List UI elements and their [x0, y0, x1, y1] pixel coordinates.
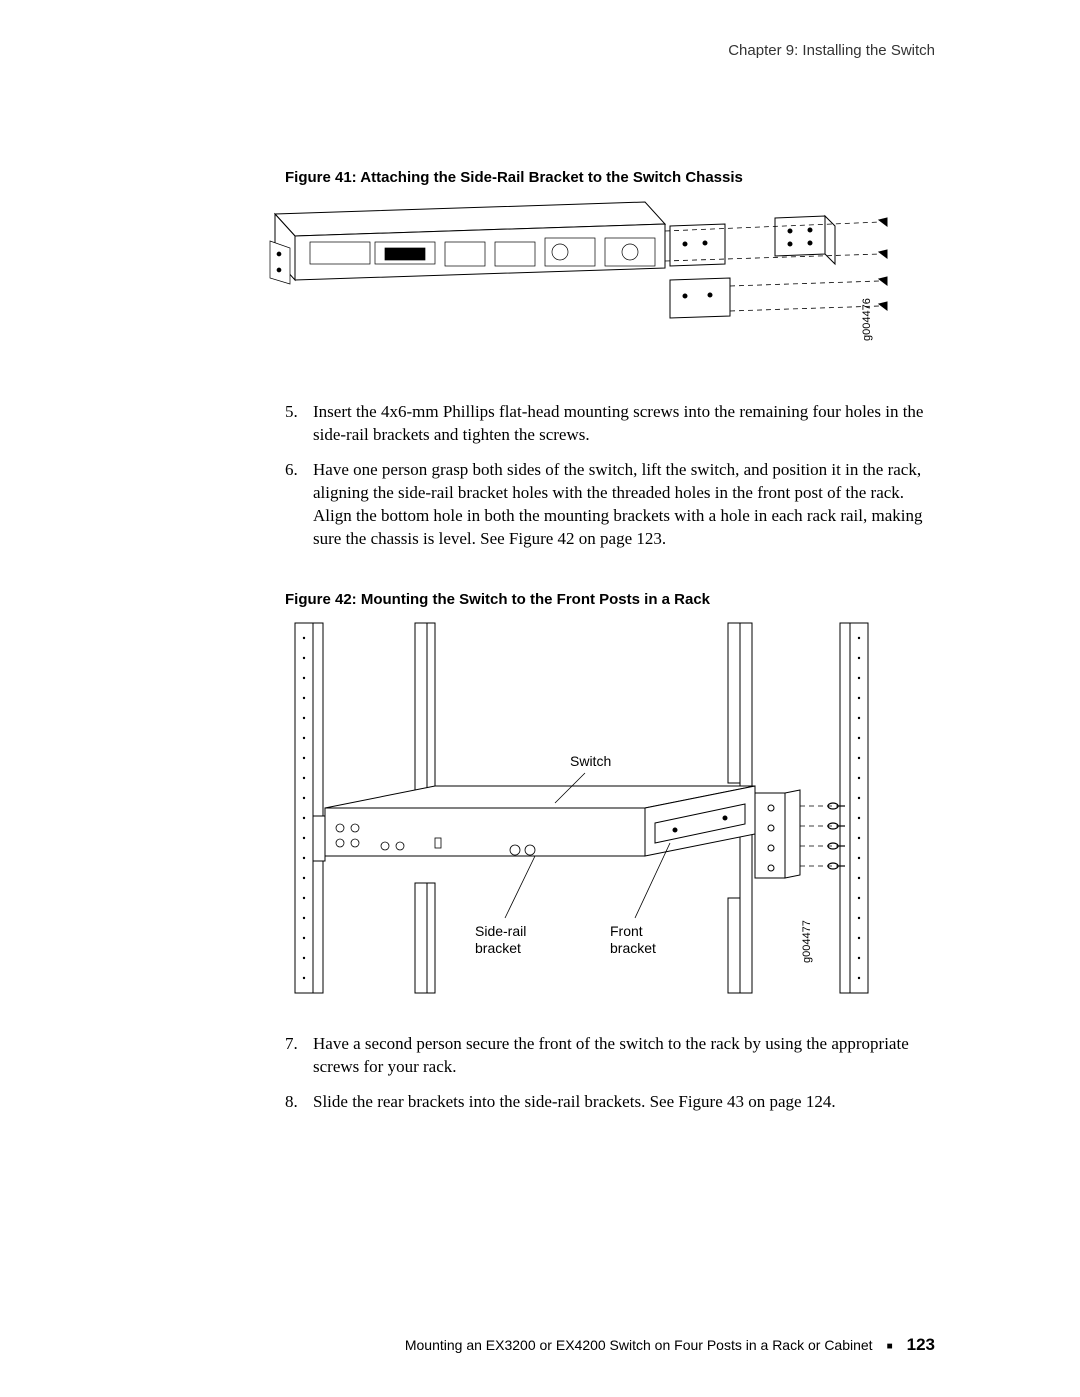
- page-footer: Mounting an EX3200 or EX4200 Switch on F…: [405, 1335, 935, 1355]
- step-number: 5.: [285, 401, 313, 447]
- figure41-caption: Figure 41: Attaching the Side-Rail Brack…: [285, 169, 935, 186]
- figure41-diagram: g004476: [235, 196, 935, 371]
- footer-text: Mounting an EX3200 or EX4200 Switch on F…: [405, 1337, 873, 1353]
- footer-separator-icon: ■: [887, 1341, 893, 1352]
- figure41-id: g004476: [861, 298, 873, 341]
- step-7: 7. Have a second person secure the front…: [285, 1033, 935, 1079]
- step-5: 5. Insert the 4x6-mm Phillips flat-head …: [285, 401, 935, 447]
- step-number: 6.: [285, 459, 313, 551]
- figure42-label-switch: Switch: [570, 753, 611, 769]
- figure42-caption: Figure 42: Mounting the Switch to the Fr…: [285, 591, 935, 608]
- page-header: Chapter 9: Installing the Switch: [145, 42, 935, 59]
- figure42-label-siderail-2: bracket: [475, 940, 521, 956]
- figure42-id: g004477: [801, 920, 813, 963]
- figure42-label-front-1: Front: [610, 923, 643, 939]
- footer-page-number: 123: [907, 1335, 935, 1355]
- steps-group-a: 5. Insert the 4x6-mm Phillips flat-head …: [285, 401, 935, 551]
- figure42-diagram: Switch Side-rail bracket Front bracket g…: [285, 618, 935, 1003]
- step-text: Have a second person secure the front of…: [313, 1033, 935, 1079]
- step-text: Slide the rear brackets into the side-ra…: [313, 1091, 935, 1114]
- step-number: 7.: [285, 1033, 313, 1079]
- figure42-label-front-2: bracket: [610, 940, 656, 956]
- step-number: 8.: [285, 1091, 313, 1114]
- step-text: Insert the 4x6-mm Phillips flat-head mou…: [313, 401, 935, 447]
- steps-group-b: 7. Have a second person secure the front…: [285, 1033, 935, 1114]
- figure42-label-siderail-1: Side-rail: [475, 923, 526, 939]
- step-6: 6. Have one person grasp both sides of t…: [285, 459, 935, 551]
- step-8: 8. Slide the rear brackets into the side…: [285, 1091, 935, 1114]
- page: Chapter 9: Installing the Switch Figure …: [0, 0, 1080, 1397]
- step-text: Have one person grasp both sides of the …: [313, 459, 935, 551]
